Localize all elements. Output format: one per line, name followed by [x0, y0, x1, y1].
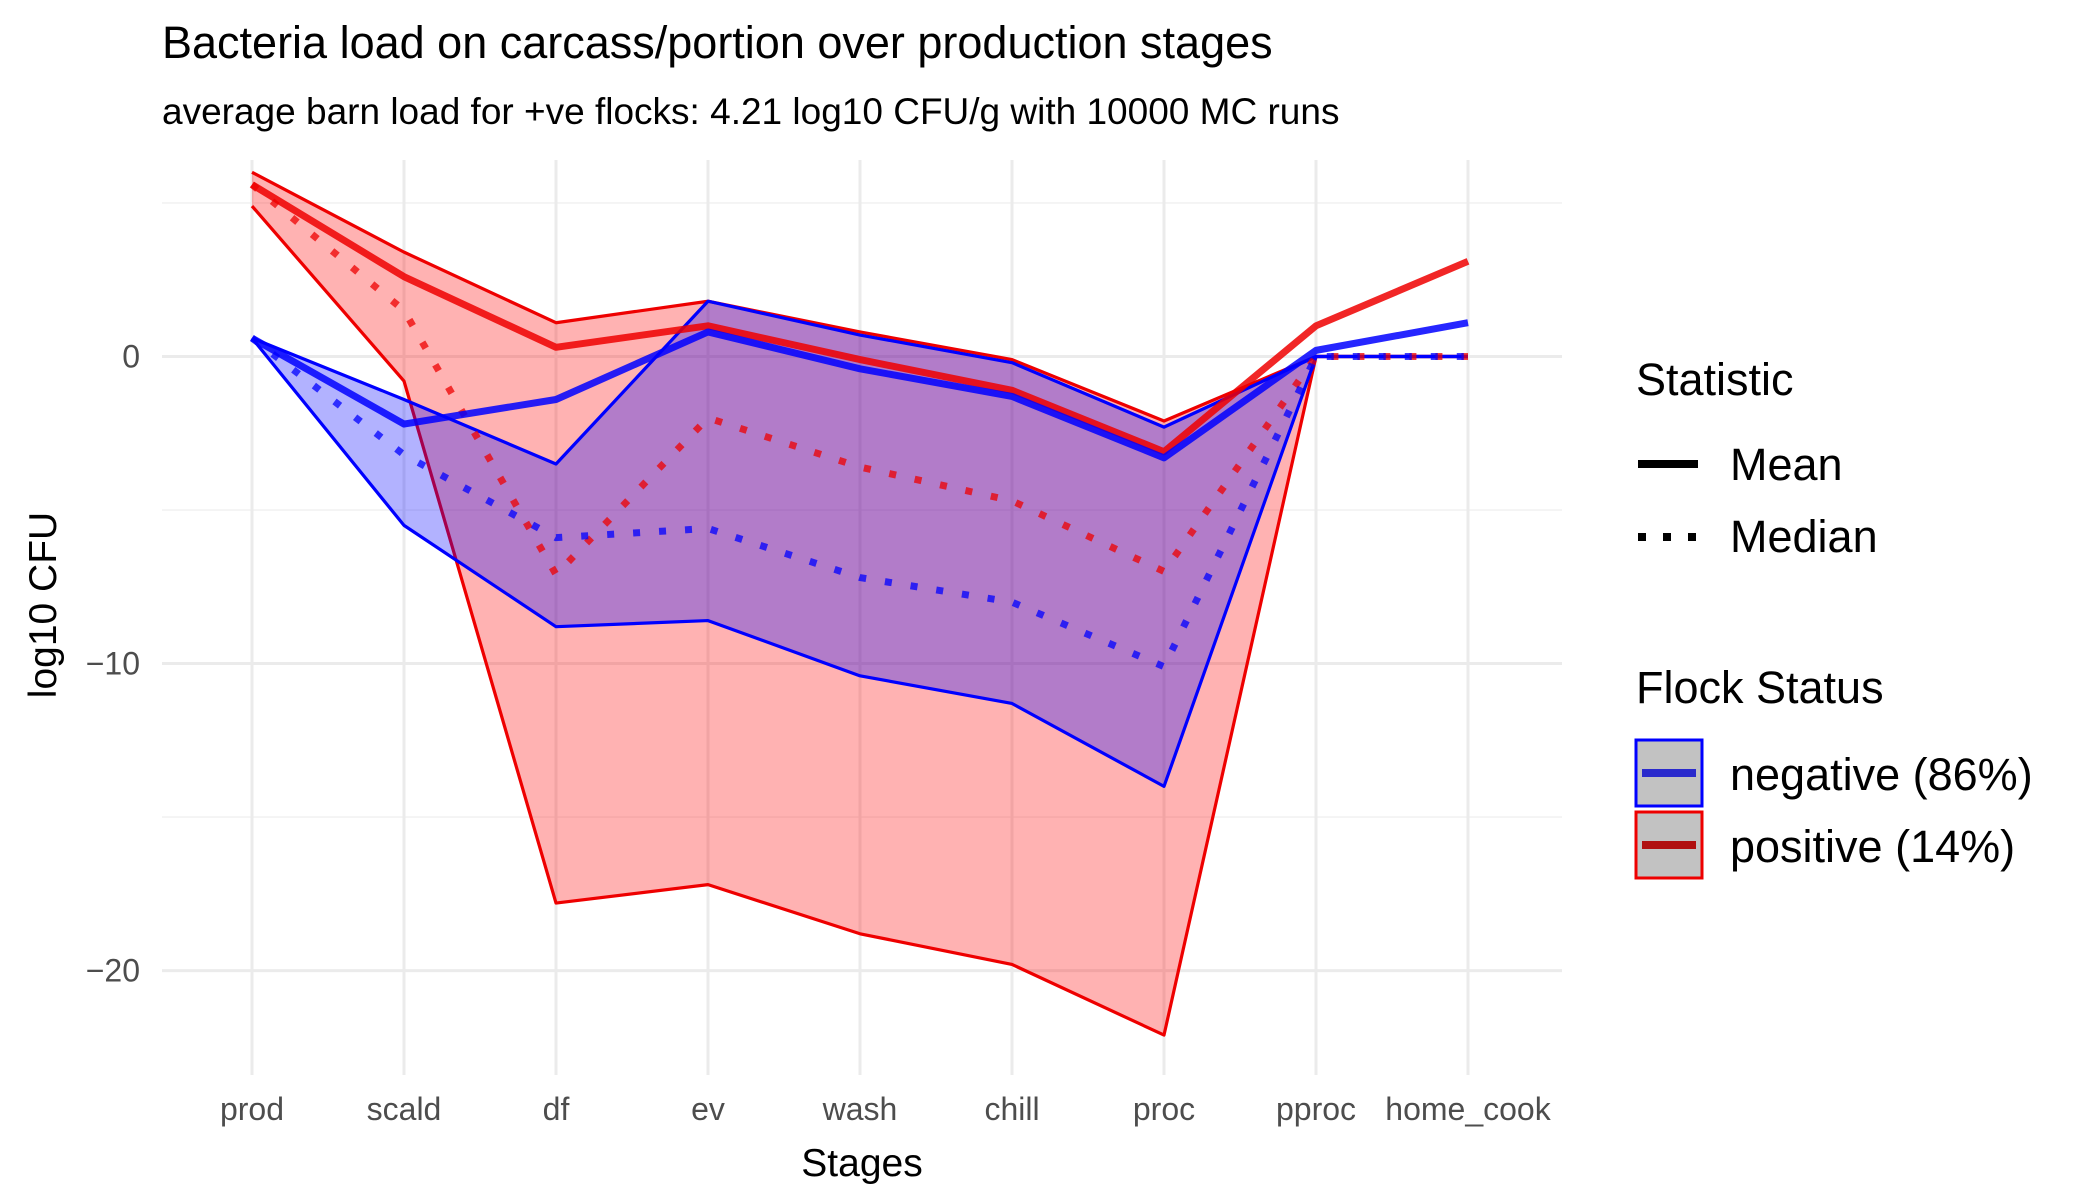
legend: Statistic Mean Median Flock Status negat… — [1634, 354, 2033, 880]
ribbons — [250, 170, 1468, 1037]
mean-line-positive — [250, 181, 1470, 456]
y-tick-label: −10 — [86, 646, 140, 682]
x-tick-label: home_cook — [1385, 1091, 1551, 1127]
x-tick-label: proc — [1133, 1091, 1195, 1127]
legend-median-label: Median — [1730, 511, 1878, 562]
legend-statistic-title: Statistic — [1636, 354, 1794, 405]
median-line-negative — [249, 335, 1468, 671]
x-axis-title: Stages — [801, 1142, 922, 1185]
x-tick-label: chill — [984, 1091, 1039, 1127]
y-tick-label: −20 — [86, 953, 140, 989]
series-lines — [249, 181, 1470, 671]
x-tick-label: wash — [822, 1091, 898, 1127]
chart-title: Bacteria load on carcass/portion over pr… — [162, 17, 1273, 68]
y-tick-label: 0 — [122, 339, 140, 375]
x-tick-label: scald — [367, 1091, 442, 1127]
legend-positive-label: positive (14%) — [1730, 821, 2015, 872]
legend-mean-label: Mean — [1730, 439, 1843, 490]
mean-line-negative — [250, 319, 1469, 462]
median-line-positive — [249, 181, 1468, 579]
ribbon-lower-edge-positive — [250, 205, 1468, 1037]
x-tick-label: pproc — [1276, 1091, 1356, 1127]
y-axis: 0 −10 −20 — [86, 339, 140, 989]
grid — [162, 160, 1562, 1075]
ribbon-upper-edge-negative — [251, 299, 1468, 466]
x-tick-label: df — [543, 1091, 570, 1127]
x-tick-label: ev — [691, 1091, 725, 1127]
legend-negative-label: negative (86%) — [1730, 749, 2033, 800]
chart-subtitle: average barn load for +ve flocks: 4.21 l… — [162, 91, 1339, 132]
y-axis-title: log10 CFU — [22, 512, 65, 698]
legend-flock-title: Flock Status — [1636, 662, 1884, 713]
x-tick-label: prod — [220, 1091, 284, 1127]
ribbon-upper-edge-positive — [251, 170, 1468, 423]
ribbon-negative — [252, 301, 1468, 787]
x-axis: prod scald df ev wash chill proc pproc home_cook — [220, 1091, 1552, 1127]
ribbon-positive — [252, 172, 1468, 1036]
ribbon-lower-edge-negative — [250, 337, 1468, 788]
